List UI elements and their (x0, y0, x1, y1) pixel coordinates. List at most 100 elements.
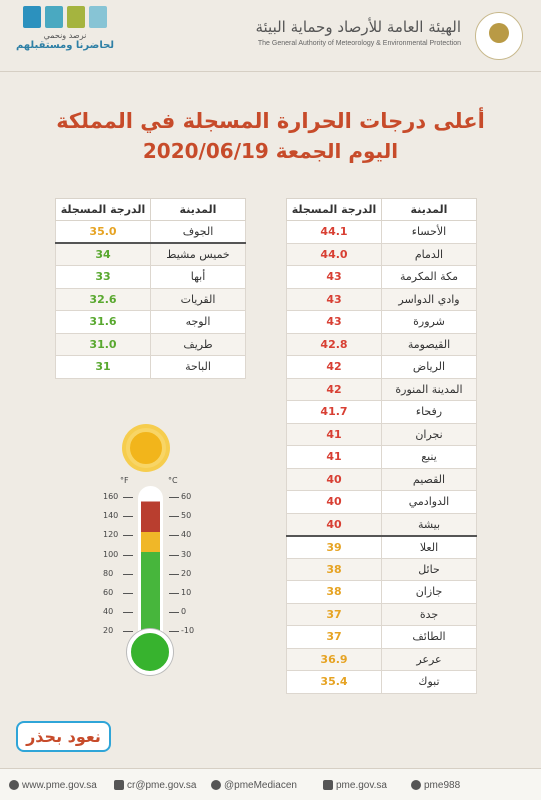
youtube-link[interactable]: pme.gov.sa (323, 780, 387, 791)
city-cell: الباحة (150, 355, 246, 379)
temperature-cell: 41 (286, 422, 382, 446)
youtube-icon (323, 780, 333, 791)
table-row: تبوك 35.4 (286, 670, 477, 694)
temperature-cell: 36.9 (286, 647, 382, 671)
temperature-cell: 31 (55, 355, 151, 379)
temperature-cell: 43 (286, 310, 382, 334)
thermometer: °F °C 160 140 120 100 80 60 40 20 60 50 40 30 20 10 0-… (92, 476, 212, 686)
title-line2: اليوم الجمعة 2020/06/19 (142, 139, 399, 163)
table-row: رفحاء 41.7 (286, 400, 477, 424)
table-row: طريف 31.0 (55, 332, 246, 356)
email-link[interactable]: cr@pme.gov.sa (114, 780, 196, 791)
snapchat-link[interactable]: pme988 (411, 780, 460, 791)
fahrenheit-tick-mark (123, 573, 133, 575)
temperature-cell: 40 (286, 512, 382, 536)
fahrenheit-tick-label: 100 (103, 549, 119, 559)
fahrenheit-tick-mark (123, 516, 133, 518)
temperature-cell: 43 (286, 265, 382, 289)
temperature-cell: 35.0 (55, 220, 151, 244)
table-row: المدينة المنورة 42 (286, 377, 477, 401)
temperature-cell: 33 (55, 265, 151, 289)
temperature-cell: 37 (286, 602, 382, 626)
vision-marks (10, 6, 120, 28)
celsius-tick-label: 50 (181, 511, 192, 521)
temperature-cell: 44.1 (286, 220, 382, 244)
temperature-cell: 42 (286, 377, 382, 401)
authority-arabic: الهيئة العامة للأرصاد وحماية البيئة (255, 18, 461, 36)
city-cell: جدة (381, 602, 477, 626)
fahrenheit-tick-label: 160 (103, 492, 119, 501)
fahrenheit-tick-mark (123, 554, 133, 556)
city-cell: نجران (381, 422, 477, 446)
temperature-cell: 42 (286, 355, 382, 379)
temperature-cell: 38 (286, 580, 382, 604)
celsius-tick-label: 20 (181, 568, 192, 578)
snapchat-icon (411, 780, 421, 791)
city-cell: الدمام (381, 242, 477, 266)
city-column-header: المدينة (381, 198, 477, 221)
fahrenheit-tick-label: 80 (103, 568, 114, 578)
city-cell: رفحاء (381, 400, 477, 424)
celsius-tick-mark (169, 573, 179, 575)
celsius-tick-label: 60 (181, 492, 192, 501)
table-row: الوجه 31.6 (55, 310, 246, 334)
campaign-logo: نعود بحذر (16, 721, 111, 752)
table-row: نجران 41 (286, 422, 477, 446)
temperature-cell: 41.7 (286, 400, 382, 424)
twitter-link[interactable]: @pmeMediacen (211, 780, 297, 791)
table-row: وادي الدواسر 43 (286, 287, 477, 311)
table-row: عرعر 36.9 (286, 647, 477, 671)
fahrenheit-tick-label: 60 (103, 588, 114, 597)
table-row: أبها 33 (55, 265, 246, 289)
vision-logo: نرصد ونحمي لحاضرنا ومستقبلهم (10, 4, 120, 60)
table-row: الطائف 37 (286, 625, 477, 649)
celsius-tick-mark (169, 612, 179, 614)
temperature-cell: 31.6 (55, 310, 151, 334)
fahrenheit-tick-label: 140 (103, 511, 119, 521)
thermometer-bulb (127, 629, 173, 675)
website-link[interactable]: www.pme.gov.sa (9, 780, 97, 791)
page-title: أعلى درجات الحرارة المسجلة في المملكة ال… (0, 109, 541, 163)
temperature-cell: 40 (286, 467, 382, 491)
celsius-tick-mark (169, 631, 179, 633)
city-cell: القصيم (381, 467, 477, 491)
email-icon (114, 780, 124, 791)
celsius-tick-label: 10 (181, 588, 192, 597)
fahrenheit-tick-mark (123, 535, 133, 537)
temperature-cell: 39 (286, 534, 382, 559)
table-row: الدوادمي 40 (286, 490, 477, 514)
temperature-cell: 43 (286, 287, 382, 311)
fahrenheit-tick-mark (123, 631, 133, 633)
table-row: الباحة 31 (55, 355, 246, 379)
header-bar: نرصد ونحمي لحاضرنا ومستقبلهم الهيئة العا… (0, 0, 541, 72)
temperature-cell: 31.0 (55, 332, 151, 356)
city-cell: حائل (381, 557, 477, 581)
city-cell: الرياض (381, 355, 477, 379)
city-cell: الدوادمي (381, 490, 477, 514)
celsius-tick-label: 30 (181, 549, 192, 559)
table-row: حائل 38 (286, 557, 477, 581)
city-cell: طريف (150, 332, 246, 356)
city-cell: الجوف (150, 220, 246, 244)
table-row: شرورة 43 (286, 310, 477, 334)
temperature-cell: 38 (286, 557, 382, 581)
temperature-cell: 42.8 (286, 332, 382, 356)
celsius-tick-mark (169, 535, 179, 537)
twitter-icon (211, 780, 221, 791)
table-row: جازان 38 (286, 580, 477, 604)
city-cell: خميس مشيط (150, 242, 246, 266)
temp-column-header: الدرجة المسجلة (286, 198, 382, 221)
table-row: القصيم 40 (286, 467, 477, 491)
celsius-tick-mark (169, 516, 179, 518)
celsius-tick-label: -10 (181, 626, 195, 636)
table-row: الرياض 42 (286, 355, 477, 379)
fahrenheit-tick-label: 40 (103, 607, 114, 617)
temperature-cell: 34 (55, 242, 151, 266)
temp-column-header: الدرجة المسجلة (55, 198, 151, 221)
fahrenheit-tick-label: 120 (103, 530, 119, 540)
temperature-cell: 35.4 (286, 670, 382, 694)
vision-line1: نرصد ونحمي (43, 31, 87, 40)
footer-bar (0, 768, 541, 800)
fahrenheit-tick-mark (123, 612, 133, 614)
celsius-tick-label: 0 (181, 607, 187, 617)
